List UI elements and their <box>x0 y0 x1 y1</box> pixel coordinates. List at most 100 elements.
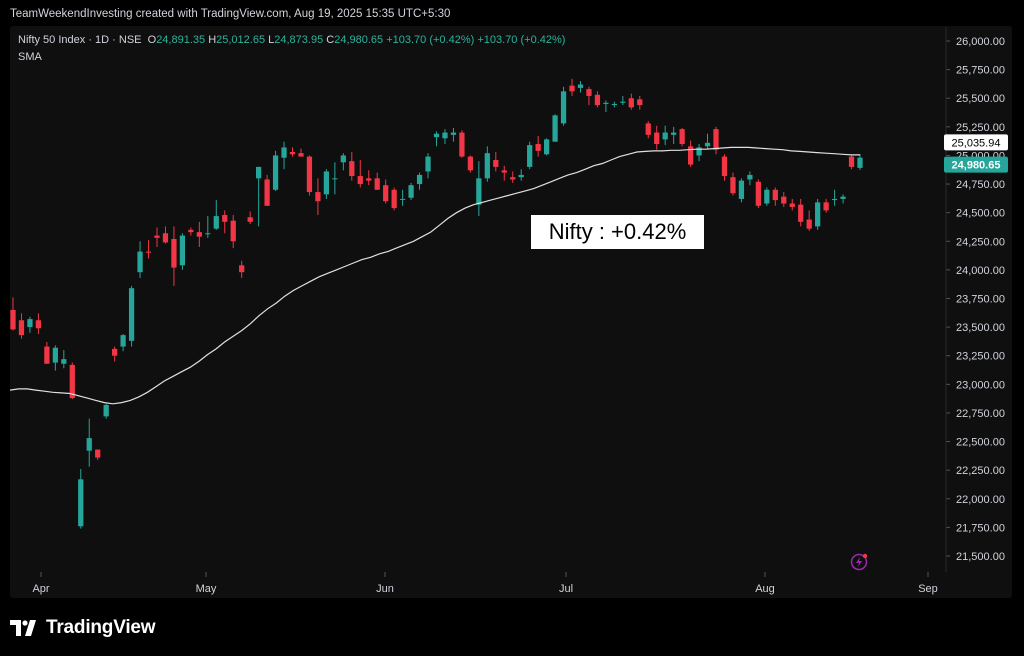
candle[interactable] <box>315 178 321 215</box>
candle[interactable] <box>611 101 617 108</box>
candle[interactable] <box>306 155 313 196</box>
candle[interactable] <box>552 114 558 142</box>
candle[interactable] <box>662 125 668 146</box>
candle[interactable] <box>272 150 279 191</box>
candle[interactable] <box>577 81 584 93</box>
candle[interactable] <box>696 144 702 162</box>
candle[interactable] <box>205 216 211 238</box>
candle[interactable] <box>637 95 643 110</box>
candle[interactable] <box>374 172 380 190</box>
candle[interactable] <box>154 227 160 247</box>
candle[interactable] <box>679 127 685 147</box>
candle[interactable] <box>671 126 677 144</box>
candle[interactable] <box>44 341 50 364</box>
candle[interactable] <box>527 141 533 170</box>
candle[interactable] <box>586 86 592 106</box>
lightning-icon[interactable] <box>850 553 868 571</box>
candle[interactable] <box>52 345 58 371</box>
candle[interactable] <box>840 194 846 204</box>
candle[interactable] <box>103 403 109 419</box>
candle[interactable] <box>442 129 448 144</box>
chart-panel[interactable] <box>10 26 1012 598</box>
candle[interactable] <box>137 241 143 278</box>
candle[interactable] <box>476 161 482 217</box>
candle[interactable] <box>772 187 778 206</box>
candle[interactable] <box>289 147 296 157</box>
candle[interactable] <box>501 165 507 181</box>
candle[interactable] <box>857 153 863 170</box>
candle[interactable] <box>239 260 245 278</box>
candle[interactable] <box>162 226 169 244</box>
candle[interactable] <box>18 313 25 339</box>
candle[interactable] <box>10 297 16 331</box>
candle[interactable] <box>645 121 651 139</box>
candle[interactable] <box>467 155 474 173</box>
candle[interactable] <box>560 86 567 126</box>
candle[interactable] <box>704 133 711 149</box>
candle[interactable] <box>654 125 660 150</box>
candle[interactable] <box>493 152 499 172</box>
candle[interactable] <box>196 221 202 247</box>
candle[interactable] <box>416 172 423 190</box>
candle[interactable] <box>789 198 795 211</box>
candle[interactable] <box>35 313 42 334</box>
candle[interactable] <box>213 200 219 230</box>
candle[interactable] <box>61 350 67 369</box>
tradingview-logo[interactable]: TradingView <box>10 617 156 639</box>
candle[interactable] <box>383 179 389 204</box>
candle[interactable] <box>806 210 812 231</box>
candle[interactable] <box>145 240 152 259</box>
candle[interactable] <box>332 162 338 195</box>
candle[interactable] <box>323 169 330 199</box>
candle[interactable] <box>535 135 541 157</box>
candle[interactable] <box>69 362 75 400</box>
candle[interactable] <box>256 166 262 227</box>
candle[interactable] <box>620 95 626 106</box>
candle[interactable] <box>120 333 126 352</box>
candle[interactable] <box>264 174 270 206</box>
candle[interactable] <box>357 160 363 188</box>
candle[interactable] <box>603 100 609 112</box>
candle[interactable] <box>518 169 524 181</box>
candle[interactable] <box>781 192 787 207</box>
candle[interactable] <box>510 171 516 183</box>
candle[interactable] <box>112 346 118 362</box>
candle[interactable] <box>95 449 101 460</box>
candle[interactable] <box>713 126 719 155</box>
candle[interactable] <box>298 148 304 157</box>
candle[interactable] <box>755 179 761 209</box>
candle[interactable] <box>399 189 406 206</box>
candle[interactable] <box>450 127 457 142</box>
candle[interactable] <box>687 140 694 167</box>
candle[interactable] <box>425 153 431 179</box>
candle[interactable] <box>171 226 177 286</box>
candle[interactable] <box>484 146 490 182</box>
candle[interactable] <box>391 187 397 211</box>
candle[interactable] <box>815 198 821 230</box>
candle[interactable] <box>408 182 414 201</box>
candle[interactable] <box>433 131 440 147</box>
candle[interactable] <box>128 285 135 347</box>
candle[interactable] <box>628 93 634 110</box>
candle[interactable] <box>179 233 186 270</box>
candle[interactable] <box>222 210 228 234</box>
candle[interactable] <box>738 178 745 203</box>
candle[interactable] <box>349 152 355 181</box>
candle[interactable] <box>543 138 550 156</box>
candle[interactable] <box>721 154 728 181</box>
candle[interactable] <box>230 214 236 249</box>
legend-indicator-sma[interactable]: SMA <box>18 51 42 63</box>
candle[interactable] <box>78 469 84 529</box>
candle[interactable] <box>459 130 465 158</box>
candle[interactable] <box>247 211 253 225</box>
candle[interactable] <box>569 78 575 96</box>
candle[interactable] <box>86 418 92 467</box>
candle[interactable] <box>764 187 770 206</box>
candle[interactable] <box>366 170 372 186</box>
candle[interactable] <box>340 153 346 171</box>
candle[interactable] <box>823 198 829 213</box>
candle[interactable] <box>848 154 855 170</box>
candle[interactable] <box>831 189 838 206</box>
candle[interactable] <box>747 171 753 186</box>
candle[interactable] <box>730 172 736 196</box>
